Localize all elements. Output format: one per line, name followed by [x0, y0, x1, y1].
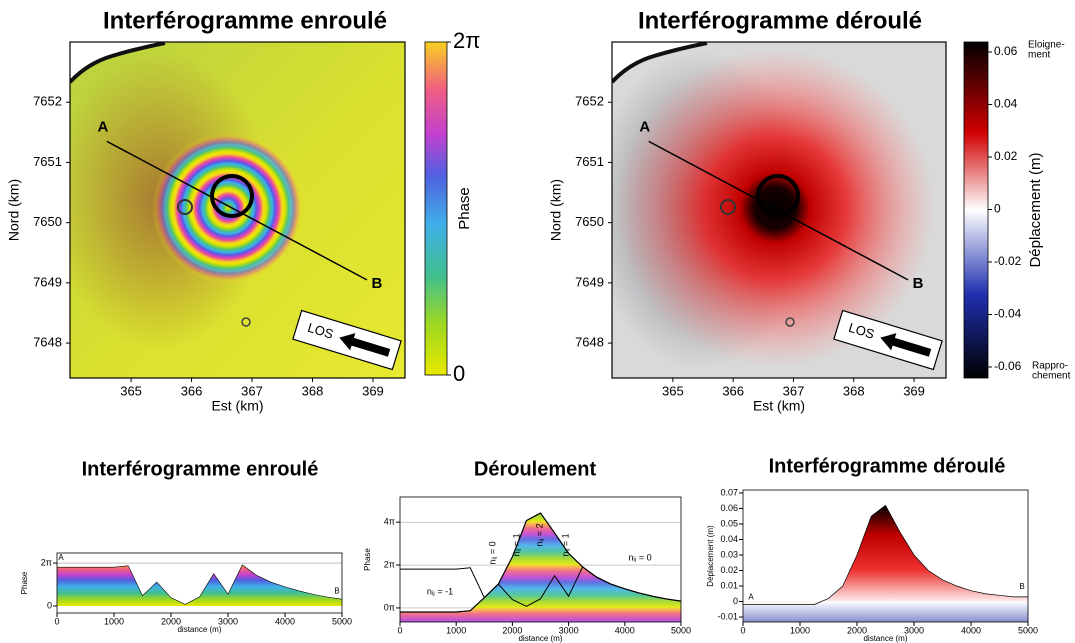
phase-area	[57, 565, 342, 606]
x-tick-label: 5000	[671, 625, 691, 635]
x-tick-label: 5000	[332, 616, 352, 626]
y-tick-label: 7652	[33, 94, 62, 109]
x-tick-label: 4000	[615, 625, 635, 635]
colorbar-end-label: chement	[1032, 371, 1071, 382]
y-tick-label: 7648	[575, 335, 604, 350]
y-tick-label: 0.03	[720, 549, 738, 559]
x-tick-label: 0	[54, 616, 59, 626]
profile-label: A	[639, 118, 650, 135]
endpoint-label: A	[58, 553, 64, 562]
x-axis-label: distance (m)	[863, 634, 907, 643]
annotation: nᵢⱼ = -1	[427, 586, 453, 596]
y-tick-label: 0.06	[720, 503, 738, 513]
colorbar-label: Déplacement (m)	[1027, 152, 1044, 267]
x-tick-label: 366	[181, 383, 203, 398]
colorbar-tick-label: 0.04	[994, 97, 1018, 111]
x-tick-label: 1000	[104, 616, 124, 626]
x-tick-label: 367	[783, 383, 805, 398]
annotation: nᵢⱼ = 2	[534, 523, 544, 546]
x-tick-label: 0	[397, 625, 402, 635]
colorbar-tick-label: 0.06	[994, 44, 1018, 58]
y-tick-label: 0.01	[720, 580, 738, 590]
y-tick-label: 0π	[384, 602, 395, 612]
x-tick-label: 4000	[961, 625, 981, 635]
y-tick-label: 0.04	[720, 534, 738, 544]
y-tick-label: 2π	[384, 559, 395, 569]
y-axis-label: Nord (km)	[6, 179, 22, 241]
x-axis-label: distance (m)	[177, 625, 221, 634]
chart-title: Interférogramme enroulé	[103, 7, 387, 34]
profile-label: A	[97, 118, 108, 135]
colorbar-tick-label: 0.02	[994, 149, 1018, 163]
endpoint-label: A	[748, 593, 754, 602]
x-tick-label: 368	[302, 383, 324, 398]
x-tick-label: 1000	[790, 625, 810, 635]
y-tick-label: 0.07	[720, 487, 738, 497]
x-tick-label: 369	[362, 383, 384, 398]
x-tick-label: 1000	[446, 625, 466, 635]
profile-label: B	[913, 275, 924, 292]
y-tick-label: 2π	[41, 557, 52, 567]
x-tick-label: 0	[740, 625, 745, 635]
y-axis-label: Phase	[363, 548, 372, 571]
x-axis-label: Est (km)	[211, 398, 263, 414]
colorbar	[964, 42, 988, 378]
y-tick-label: 7649	[575, 274, 604, 289]
y-tick-label: 0	[47, 600, 52, 610]
chart-title: Interférogramme déroulé	[769, 455, 1006, 477]
colorbar-tick-label: -0.06	[994, 359, 1022, 373]
annotation: nᵢⱼ = 0	[487, 541, 497, 564]
colorbar	[425, 42, 447, 375]
profile-label: B	[371, 275, 382, 292]
y-tick-label: 7650	[575, 214, 604, 229]
chart-title: Déroulement	[474, 458, 597, 480]
colorbar-label: Phase	[456, 187, 473, 230]
x-axis-label: distance (m)	[518, 634, 562, 643]
colorbar-tick-label: 2π	[453, 28, 480, 53]
annotation: nᵢⱼ = 1	[560, 533, 570, 556]
x-axis-label: Est (km)	[753, 398, 805, 414]
colorbar-tick-label: 0	[453, 361, 465, 386]
y-tick-label: 7651	[33, 154, 62, 169]
x-tick-label: 367	[241, 383, 263, 398]
y-axis-label: Déplacement (m)	[706, 525, 715, 587]
colorbar-tick-label: 0	[994, 202, 1001, 216]
y-tick-label: 0.02	[720, 565, 738, 575]
x-tick-label: 4000	[275, 616, 295, 626]
chart-title: Interférogramme enroulé	[82, 458, 319, 480]
figure: Interférogramme enroulé 365 366 367 368 369 76…	[0, 0, 1075, 643]
y-tick-label: -0.01	[717, 611, 738, 621]
y-tick-label: 0	[733, 596, 738, 606]
displacement-area	[743, 505, 1028, 604]
annotation: nᵢⱼ = 1	[511, 533, 521, 556]
y-tick-label: 7649	[33, 274, 62, 289]
x-tick-label: 368	[843, 383, 865, 398]
y-tick-label: 7648	[33, 335, 62, 350]
x-tick-label: 5000	[1018, 625, 1038, 635]
y-axis-label: Nord (km)	[548, 179, 564, 241]
x-tick-label: 366	[722, 383, 744, 398]
endpoint-label: B	[1019, 582, 1024, 591]
colorbar-tick-label: -0.04	[994, 307, 1022, 321]
y-tick-label: 0.05	[720, 518, 738, 528]
y-tick-label: 7650	[33, 214, 62, 229]
x-tick-label: 369	[903, 383, 925, 398]
y-tick-label: 7651	[575, 154, 604, 169]
endpoint-label: B	[334, 586, 339, 595]
chart-title: Interférogramme déroulé	[638, 7, 922, 34]
colorbar-end-label: ment	[1028, 50, 1050, 61]
x-tick-label: 365	[662, 383, 684, 398]
y-axis-label: Phase	[20, 571, 29, 594]
y-tick-label: 7652	[575, 94, 604, 109]
x-tick-label: 365	[120, 383, 142, 398]
y-tick-label: 4π	[384, 517, 395, 527]
colorbar-tick-label: -0.02	[994, 254, 1022, 268]
annotation: nᵢⱼ = 0	[628, 552, 651, 562]
